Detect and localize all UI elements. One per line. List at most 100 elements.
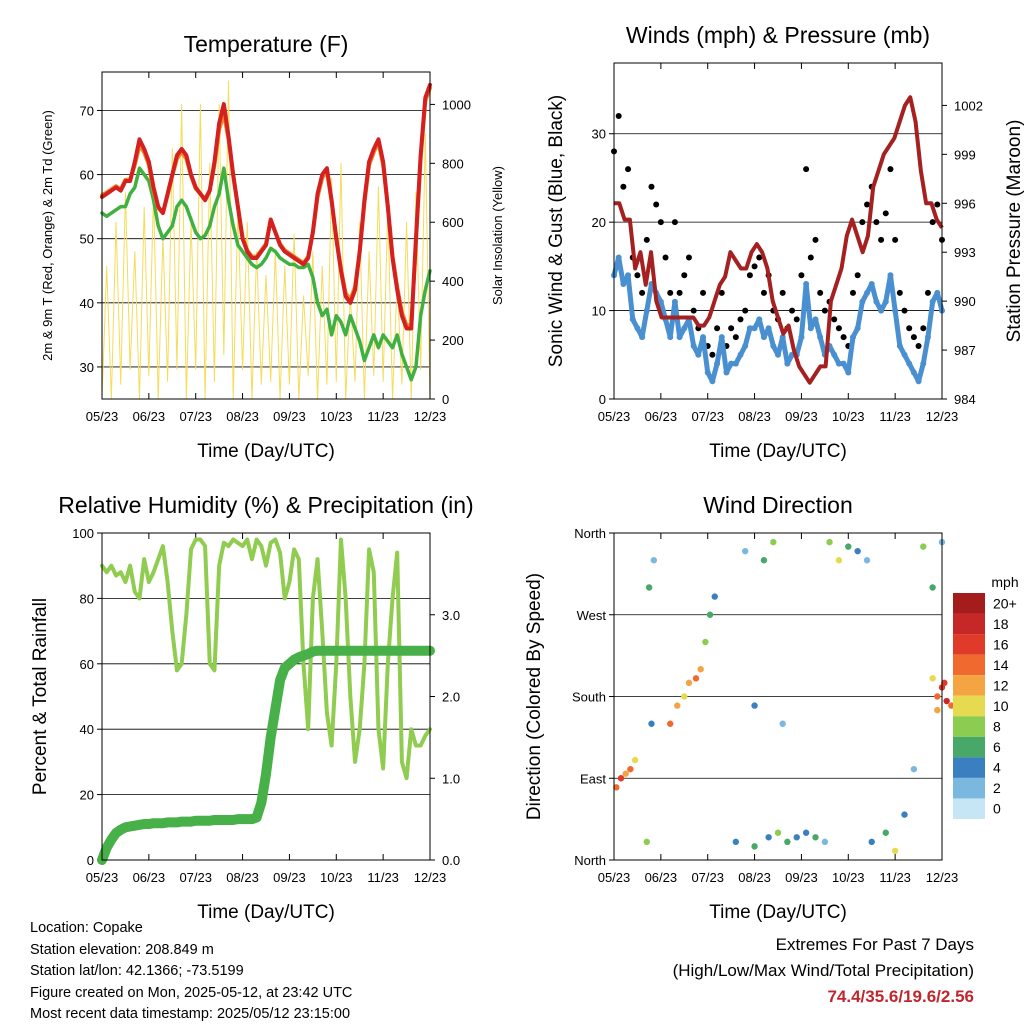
direction-point [812, 834, 819, 841]
y-tick-label: 20 [80, 788, 94, 803]
y2-tick-label: 1.0 [442, 771, 460, 786]
direction-point [779, 720, 786, 727]
y-tick-label: 60 [80, 657, 94, 672]
direction-point [667, 720, 674, 727]
x-tick-label: 10/23 [832, 409, 865, 424]
plot-frame [101, 532, 431, 861]
colorbar-swatch [953, 613, 985, 635]
x-tick-label: 09/23 [273, 409, 306, 424]
x-tick-label: 11/23 [879, 870, 911, 885]
x-tick-label: 08/23 [226, 409, 259, 424]
gust-point [896, 289, 903, 296]
x-tick-label: 08/23 [226, 870, 259, 885]
y-tick-label: 60 [80, 168, 94, 183]
gust-point [690, 307, 697, 314]
y-tick-label: 100 [72, 526, 94, 541]
colorbar-label: 20+ [993, 595, 1017, 611]
gust-point [648, 183, 655, 190]
chart-title: Relative Humidity (%) & Precipitation (i… [58, 492, 473, 518]
x-tick-label: 12/23 [926, 870, 959, 885]
direction-point [711, 593, 718, 600]
y2-tick-label: 993 [954, 245, 976, 260]
gust-point [681, 272, 688, 279]
direction-point [742, 547, 749, 555]
gust-point [817, 289, 824, 296]
gust-point [878, 236, 885, 243]
direction-point [751, 843, 758, 850]
y2-tick-label: 1002 [954, 98, 983, 113]
x-tick-label: 10/23 [320, 409, 353, 424]
direction-point [622, 770, 629, 777]
x-tick-label: 09/23 [785, 409, 818, 424]
y-tick-label: 50 [80, 232, 94, 247]
x-axis-label: Time (Day/UTC) [197, 441, 335, 462]
y2-tick-label: 400 [442, 274, 464, 289]
x-axis-label: Time (Day/UTC) [709, 902, 847, 923]
y2-tick-label: 800 [442, 156, 464, 171]
gust-point [634, 272, 641, 279]
colorbar-swatch [953, 716, 985, 737]
x-tick-label: 06/23 [133, 409, 166, 424]
gust-point [915, 342, 922, 349]
y2-tick-label: 996 [954, 196, 976, 211]
direction-point [760, 557, 768, 564]
y-axis-label: Percent & Total Rainfall [30, 598, 51, 795]
colorbar-swatch [953, 695, 985, 717]
direction-point [617, 775, 625, 782]
gust-point [887, 166, 894, 173]
colorbar-label: 18 [993, 616, 1009, 632]
gust-point [924, 289, 931, 296]
direction-point [845, 543, 852, 550]
gust-point [676, 289, 683, 296]
gust-point [732, 334, 739, 341]
speed-colorbar: mph 20+ 18 16 14 12 10 8 6 4 2 0 [953, 574, 1019, 819]
x-tick-label: 07/23 [179, 870, 212, 885]
x-tick-label: 09/23 [273, 870, 306, 885]
direction-point [645, 584, 653, 591]
direction-point [929, 584, 936, 591]
gust-point [667, 289, 674, 296]
direction-point [751, 702, 758, 709]
x-tick-label: 07/23 [691, 870, 724, 885]
gust-point [756, 254, 763, 261]
direction-point [631, 756, 639, 764]
direction-point [821, 838, 829, 846]
gust-point [873, 219, 880, 226]
x-tick-label: 05/23 [86, 409, 119, 424]
direction-point [891, 847, 899, 855]
y2-tick-label: 600 [442, 215, 464, 230]
colorbar-swatch [953, 777, 985, 799]
gust-point [714, 325, 721, 332]
extremes-values: 74.4/35.6/19.6/2.56 [827, 987, 974, 1006]
colorbar-label: 2 [993, 780, 1001, 796]
x-tick-label: 11/23 [367, 409, 399, 424]
y-axis-label: Sonic Wind & Gust (Blue, Black) [546, 95, 567, 367]
precip-line [97, 645, 435, 865]
direction-point [650, 557, 658, 564]
direction-point [770, 538, 777, 546]
gust-point [643, 236, 650, 243]
humidity-precip-panel: Relative Humidity (%) & Precipitation (i… [30, 492, 474, 923]
gust-point [854, 272, 861, 279]
colorbar-label: 12 [993, 677, 1009, 693]
y-tick-label: North [574, 526, 606, 541]
gust-point [812, 236, 819, 243]
y-tick-label: 20 [592, 215, 606, 230]
direction-point [920, 543, 927, 550]
gust-point [742, 307, 749, 314]
gust-point [700, 289, 707, 296]
y-axis-label: Direction (Colored By Speed) [524, 573, 545, 820]
x-tick-label: 07/23 [691, 409, 724, 424]
data-timestamp: Most recent data timestamp: 2025/05/12 2… [30, 1006, 351, 1022]
direction-point [863, 557, 871, 564]
y2-tick-label: 2.0 [442, 690, 460, 705]
y2-tick-label: 3.0 [442, 608, 460, 623]
direction-point [882, 829, 889, 836]
y-tick-label: 10 [592, 304, 606, 319]
direction-point [648, 720, 655, 727]
gust-point [657, 219, 664, 226]
direction-point [784, 838, 791, 846]
gust-point [929, 219, 936, 226]
gust-point [760, 289, 767, 296]
direction-point [868, 838, 875, 846]
